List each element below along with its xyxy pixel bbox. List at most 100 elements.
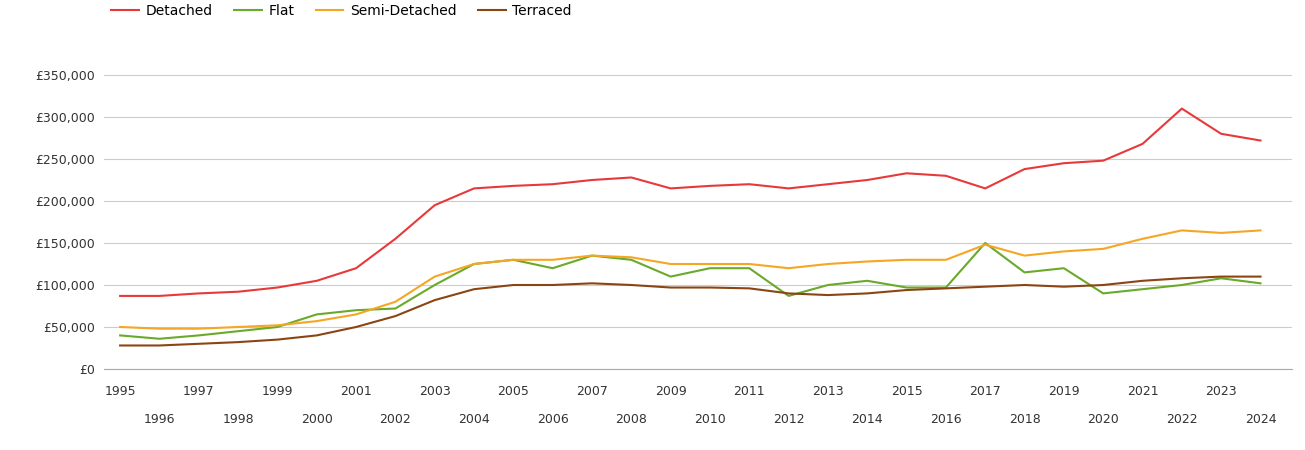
- Text: 1995: 1995: [104, 385, 136, 398]
- Text: 1998: 1998: [222, 413, 254, 426]
- Flat: [1017, 270, 1032, 275]
- Terraced: [977, 284, 993, 289]
- Terraced: [270, 337, 286, 342]
- Semi-Detached: [860, 259, 876, 264]
- Terraced: [938, 286, 954, 291]
- Flat: [820, 282, 835, 288]
- Semi-Detached: [899, 257, 915, 262]
- Semi-Detached: [348, 312, 364, 317]
- Semi-Detached: [1174, 228, 1190, 233]
- Semi-Detached: [1056, 249, 1071, 254]
- Text: 2013: 2013: [812, 385, 844, 398]
- Detached: [977, 186, 993, 191]
- Semi-Detached: [427, 274, 442, 279]
- Detached: [780, 186, 796, 191]
- Detached: [466, 186, 482, 191]
- Flat: [505, 257, 521, 262]
- Flat: [860, 278, 876, 284]
- Detached: [1095, 158, 1111, 163]
- Terraced: [1174, 275, 1190, 281]
- Terraced: [505, 282, 521, 288]
- Text: 2014: 2014: [851, 413, 883, 426]
- Semi-Detached: [741, 261, 757, 267]
- Detached: [230, 289, 245, 294]
- Flat: [427, 282, 442, 288]
- Semi-Detached: [820, 261, 835, 267]
- Semi-Detached: [505, 257, 521, 262]
- Terraced: [545, 282, 561, 288]
- Semi-Detached: [1134, 236, 1150, 242]
- Flat: [624, 257, 639, 262]
- Text: 2003: 2003: [419, 385, 450, 398]
- Detached: [741, 181, 757, 187]
- Flat: [466, 261, 482, 267]
- Detached: [663, 186, 679, 191]
- Terraced: [191, 341, 206, 346]
- Flat: [780, 293, 796, 299]
- Semi-Detached: [585, 253, 600, 258]
- Detached: [624, 175, 639, 180]
- Flat: [585, 253, 600, 258]
- Terraced: [1095, 282, 1111, 288]
- Text: 2015: 2015: [891, 385, 923, 398]
- Flat: [1214, 275, 1229, 281]
- Text: 2019: 2019: [1048, 385, 1079, 398]
- Flat: [702, 266, 718, 271]
- Text: 2021: 2021: [1126, 385, 1159, 398]
- Semi-Detached: [1095, 246, 1111, 252]
- Flat: [545, 266, 561, 271]
- Text: 2006: 2006: [536, 413, 569, 426]
- Line: Semi-Detached: Semi-Detached: [120, 230, 1261, 328]
- Semi-Detached: [191, 326, 206, 331]
- Text: 2022: 2022: [1167, 413, 1198, 426]
- Detached: [860, 177, 876, 183]
- Detached: [112, 293, 128, 299]
- Semi-Detached: [938, 257, 954, 262]
- Text: 2004: 2004: [458, 413, 489, 426]
- Terraced: [309, 333, 325, 338]
- Text: 2023: 2023: [1206, 385, 1237, 398]
- Flat: [1134, 287, 1150, 292]
- Detached: [1017, 166, 1032, 172]
- Terraced: [780, 291, 796, 296]
- Flat: [1095, 291, 1111, 296]
- Terraced: [230, 339, 245, 345]
- Terraced: [388, 313, 403, 319]
- Flat: [270, 324, 286, 330]
- Semi-Detached: [780, 266, 796, 271]
- Terraced: [860, 291, 876, 296]
- Text: 2020: 2020: [1087, 413, 1120, 426]
- Detached: [151, 293, 167, 299]
- Detached: [899, 171, 915, 176]
- Semi-Detached: [388, 299, 403, 305]
- Detached: [545, 181, 561, 187]
- Terraced: [112, 343, 128, 348]
- Semi-Detached: [466, 261, 482, 267]
- Semi-Detached: [230, 324, 245, 330]
- Flat: [348, 307, 364, 313]
- Terraced: [624, 282, 639, 288]
- Terraced: [348, 324, 364, 330]
- Semi-Detached: [545, 257, 561, 262]
- Detached: [505, 183, 521, 189]
- Detached: [1174, 106, 1190, 111]
- Text: 2009: 2009: [655, 385, 686, 398]
- Semi-Detached: [663, 261, 679, 267]
- Text: 1999: 1999: [262, 385, 294, 398]
- Semi-Detached: [702, 261, 718, 267]
- Text: 1997: 1997: [183, 385, 214, 398]
- Terraced: [1214, 274, 1229, 279]
- Text: 1996: 1996: [144, 413, 175, 426]
- Detached: [1214, 131, 1229, 136]
- Flat: [741, 266, 757, 271]
- Detached: [191, 291, 206, 296]
- Text: 2011: 2011: [733, 385, 765, 398]
- Flat: [112, 333, 128, 338]
- Detached: [348, 266, 364, 271]
- Flat: [1253, 281, 1268, 286]
- Text: 2002: 2002: [380, 413, 411, 426]
- Detached: [270, 285, 286, 290]
- Terraced: [427, 297, 442, 303]
- Semi-Detached: [1253, 228, 1268, 233]
- Semi-Detached: [270, 323, 286, 328]
